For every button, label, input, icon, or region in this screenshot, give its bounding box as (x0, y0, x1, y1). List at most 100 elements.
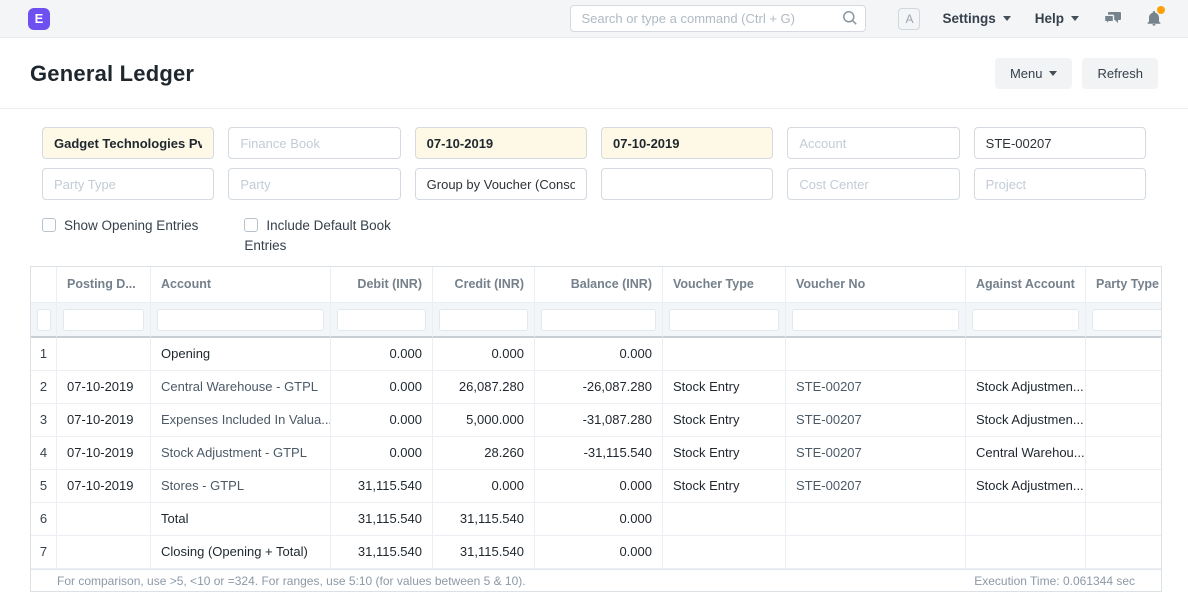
app-logo[interactable]: E (28, 7, 50, 30)
filter-cost-center[interactable] (787, 168, 960, 200)
filter-from-date[interactable] (414, 127, 587, 159)
filter-empty[interactable] (600, 168, 774, 200)
column-header-credit[interactable]: Credit (INR) (433, 267, 535, 303)
cell-balance: 0.000 (535, 338, 663, 371)
cell-party-type (1086, 536, 1161, 569)
filter-company[interactable] (42, 127, 215, 159)
table-row: 3 07-10-2019 Expenses Included In Valua...… (31, 404, 1161, 437)
cell-voucher-no[interactable]: STE-00207 (786, 404, 966, 437)
column-filter-input-balance[interactable] (541, 309, 656, 331)
cell-credit: 31,115.540 (433, 536, 535, 569)
table-row: 6 Total 31,115.540 31,115.540 0.000 (31, 503, 1161, 536)
table-row: 5 07-10-2019 Stores - GTPL 31,115.540 0.000 0… (31, 470, 1161, 503)
filter-to-date[interactable] (600, 127, 774, 159)
cell-against-account (966, 536, 1086, 569)
help-menu[interactable]: Help (1035, 11, 1079, 26)
cell-balance: 0.000 (535, 503, 663, 536)
table-row: 7 Closing (Opening + Total) 31,115.540 31,1… (31, 536, 1161, 569)
cell-index: 6 (31, 503, 57, 536)
cell-voucher-no[interactable]: STE-00207 (786, 470, 966, 503)
cell-credit: 26,087.280 (433, 371, 535, 404)
navbar-search (570, 5, 867, 32)
cell-party-type (1086, 338, 1161, 371)
cell-party-type (1086, 371, 1161, 404)
show-opening-entries-checkbox[interactable]: Show Opening Entries (42, 216, 198, 236)
menu-button[interactable]: Menu (994, 58, 1073, 89)
search-icon[interactable] (842, 10, 858, 26)
cell-against-account: Stock Adjustmen... (966, 404, 1086, 437)
cell-debit: 0.000 (331, 338, 433, 371)
cell-party-type (1086, 437, 1161, 470)
chat-icon[interactable] (1103, 11, 1122, 27)
column-filter-input-posting-date[interactable] (63, 309, 144, 331)
column-header-voucher-no[interactable]: Voucher No (786, 267, 966, 303)
table-filter-row (31, 303, 1161, 338)
column-header-account[interactable]: Account (151, 267, 331, 303)
column-filter-input-index[interactable] (37, 309, 51, 331)
column-header-balance[interactable]: Balance (INR) (535, 267, 663, 303)
include-default-book-entries-label: Include Default Book Entries (244, 218, 391, 253)
include-default-book-entries-checkbox[interactable]: Include Default Book Entries (244, 216, 396, 256)
cell-party-type (1086, 470, 1161, 503)
column-filter-input-debit[interactable] (337, 309, 426, 331)
table-scroll-area[interactable]: Posting D... Account Debit (INR) Credit (IN… (31, 267, 1161, 569)
chevron-down-icon (1002, 16, 1011, 21)
cell-balance: 0.000 (535, 536, 663, 569)
table-row: 4 07-10-2019 Stock Adjustment - GTPL 0.000 2… (31, 437, 1161, 470)
filter-group-by-voucher[interactable] (414, 168, 587, 200)
filter-party-type[interactable] (42, 168, 215, 200)
bell-icon[interactable] (1146, 6, 1165, 27)
refresh-button[interactable]: Refresh (1082, 58, 1158, 89)
avatar[interactable]: A (898, 7, 921, 30)
column-header-against-account[interactable]: Against Account (966, 267, 1086, 303)
show-opening-entries-label: Show Opening Entries (64, 218, 199, 233)
column-header-index[interactable] (31, 267, 57, 303)
settings-label: Settings (942, 11, 996, 26)
filter-project[interactable] (973, 168, 1146, 200)
cell-posting-date (57, 338, 151, 371)
execution-time: Execution Time: 0.061344 sec (974, 573, 1135, 588)
cell-balance: -31,087.280 (535, 404, 663, 437)
column-header-debit[interactable]: Debit (INR) (331, 267, 433, 303)
column-header-posting-date[interactable]: Posting D... (57, 267, 151, 303)
cell-balance: 0.000 (535, 470, 663, 503)
column-filter-input-against-account[interactable] (972, 309, 1079, 331)
navbar: E A Settings Help (0, 0, 1188, 38)
column-filter-cell-voucher-no (786, 303, 966, 338)
cell-voucher-type: Stock Entry (663, 404, 786, 437)
filter-account[interactable] (787, 127, 960, 159)
cell-credit: 0.000 (433, 470, 535, 503)
page-head: General Ledger Menu Refresh (0, 38, 1188, 109)
cell-voucher-type (663, 503, 786, 536)
column-header-party-type[interactable]: Party Type (1086, 267, 1161, 303)
cell-credit: 31,115.540 (433, 503, 535, 536)
cell-voucher-no (786, 338, 966, 371)
column-filter-cell-party-type (1086, 303, 1161, 338)
filter-party[interactable] (228, 168, 401, 200)
cell-account[interactable]: Expenses Included In Valua... (151, 404, 331, 437)
column-filter-input-voucher-no[interactable] (792, 309, 959, 331)
cell-voucher-no[interactable]: STE-00207 (786, 371, 966, 404)
column-filter-input-account[interactable] (157, 309, 324, 331)
cell-index: 2 (31, 371, 57, 404)
cell-voucher-no[interactable]: STE-00207 (786, 437, 966, 470)
column-header-voucher-type[interactable]: Voucher Type (663, 267, 786, 303)
cell-account[interactable]: Central Warehouse - GTPL (151, 371, 331, 404)
filter-voucher-no[interactable] (973, 127, 1146, 159)
column-filter-input-voucher-type[interactable] (669, 309, 779, 331)
cell-voucher-no (786, 536, 966, 569)
cell-account[interactable]: Stores - GTPL (151, 470, 331, 503)
chevron-down-icon (1049, 71, 1058, 76)
filter-finance-book[interactable] (228, 127, 401, 159)
column-filter-input-party-type[interactable] (1092, 309, 1161, 331)
search-input[interactable] (570, 5, 867, 32)
checkbox-icon (42, 218, 56, 232)
cell-account[interactable]: Stock Adjustment - GTPL (151, 437, 331, 470)
page-title: General Ledger (30, 60, 195, 86)
column-filter-input-credit[interactable] (439, 309, 528, 331)
cell-credit: 5,000.000 (433, 404, 535, 437)
table-row: 1 Opening 0.000 0.000 0.000 (31, 338, 1161, 371)
cell-debit: 31,115.540 (331, 536, 433, 569)
settings-menu[interactable]: Settings (942, 11, 1011, 26)
cell-index: 3 (31, 404, 57, 437)
